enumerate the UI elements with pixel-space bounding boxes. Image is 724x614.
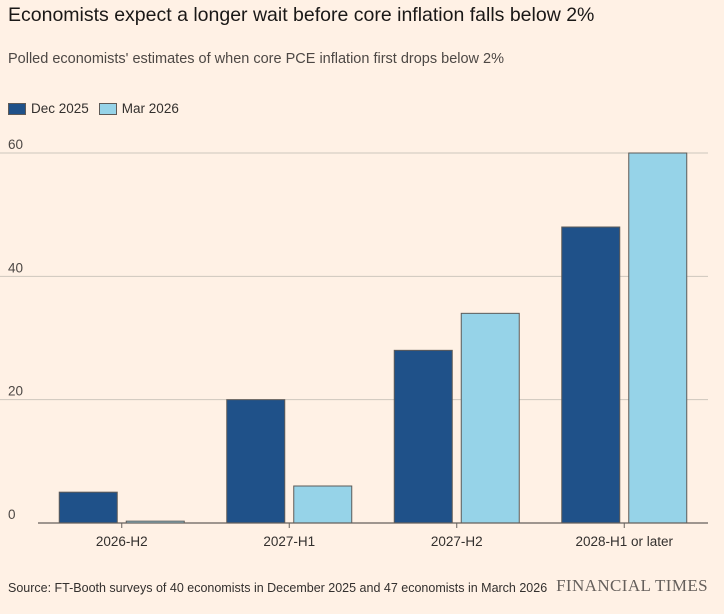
legend-item-dec-2025: Dec 2025 — [8, 101, 89, 116]
bar-dec-2025 — [393, 349, 453, 524]
x-tick-label: 2027-H2 — [431, 534, 483, 549]
chart-legend: Dec 2025 Mar 2026 — [8, 101, 189, 116]
legend-swatch-mar-2026 — [98, 102, 117, 115]
chart-title: Economists expect a longer wait before c… — [8, 4, 595, 26]
bar-mar-2026 — [293, 485, 353, 524]
x-tick-label: 2027-H1 — [263, 534, 315, 549]
y-tick-label: 0 — [8, 507, 16, 522]
y-tick-label: 60 — [8, 137, 23, 152]
y-tick-label: 40 — [8, 260, 23, 275]
bar-dec-2025 — [561, 226, 621, 524]
source-note: Source: FT-Booth surveys of 40 economist… — [8, 581, 548, 595]
bar-mar-2026 — [460, 312, 520, 524]
ft-brand-logo: FINANCIAL TIMES — [556, 576, 708, 595]
legend-swatch-dec-2025 — [8, 102, 26, 115]
chart-subtitle: Polled economists' estimates of when cor… — [8, 51, 505, 67]
y-tick-label: 20 — [8, 384, 23, 399]
legend-label-mar-2026: Mar 2026 — [121, 101, 179, 116]
x-tick-label: 2028-H1 or later — [575, 534, 673, 549]
bar-dec-2025 — [226, 399, 286, 524]
bar-mar-2026 — [628, 152, 688, 524]
legend-label-dec-2025: Dec 2025 — [31, 101, 89, 116]
bar-dec-2025 — [58, 491, 118, 524]
legend-item-mar-2026: Mar 2026 — [98, 101, 179, 116]
bar-chart: 0 20 40 60 2026-H2 2027-H1 2027-H2 2028-H1 or l… — [0, 137, 708, 549]
x-tick-label: 2026-H2 — [96, 534, 148, 549]
